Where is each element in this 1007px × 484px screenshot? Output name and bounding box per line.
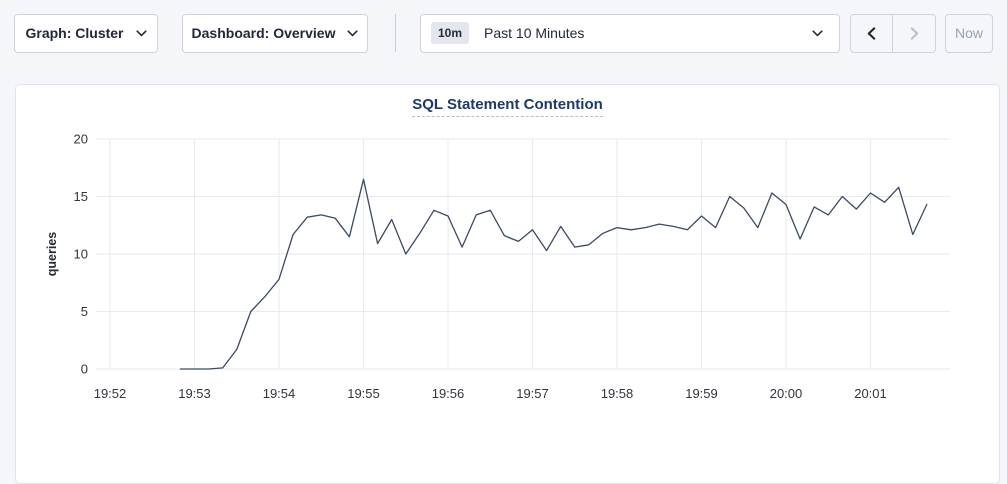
y-tick-label: 5 (81, 304, 88, 319)
time-range-selector[interactable]: 10m Past 10 Minutes (420, 13, 840, 53)
y-tick-label: 20 (74, 132, 88, 147)
x-tick-label: 20:00 (770, 386, 803, 401)
time-step-forward-button[interactable] (893, 15, 935, 52)
x-tick-label: 19:54 (263, 386, 296, 401)
chart-title-row: SQL Statement Contention (16, 96, 999, 117)
time-step-back-button[interactable] (851, 14, 893, 52)
x-tick-label: 19:56 (432, 386, 465, 401)
x-tick-label: 19:57 (516, 386, 549, 401)
y-tick-label: 0 (81, 362, 88, 377)
graph-dropdown[interactable]: Graph: Cluster (14, 13, 158, 53)
y-tick-label: 15 (74, 189, 88, 204)
chart-panel: SQL Statement Contention 0 5 10 15 20 19:52 19… (15, 84, 1000, 484)
chevron-right-icon (910, 26, 918, 40)
x-tick-label: 19:55 (347, 386, 380, 401)
dashboard-dropdown-label: Dashboard: Overview (191, 25, 336, 41)
chevron-down-icon (135, 29, 147, 36)
x-tick-label: 20:01 (854, 386, 887, 401)
chart-line (179, 178, 928, 370)
toolbar: Graph: Cluster Dashboard: Overview 10m P… (14, 13, 993, 53)
chevron-left-icon (867, 26, 876, 40)
chevron-down-icon (347, 29, 359, 36)
y-axis-label: queries (45, 232, 59, 277)
toolbar-divider (395, 14, 396, 52)
x-tick-label: 19:53 (178, 386, 211, 401)
x-tick-label: 19:52 (94, 386, 127, 401)
x-tick-label: 19:58 (601, 386, 634, 401)
now-button[interactable]: Now (945, 13, 993, 53)
time-step-button-group (850, 13, 936, 53)
graph-dropdown-label: Graph: Cluster (25, 25, 124, 41)
y-tick-label: 10 (74, 247, 88, 262)
chart-title[interactable]: SQL Statement Contention (412, 96, 603, 117)
dashboard-dropdown[interactable]: Dashboard: Overview (182, 13, 368, 53)
page: Graph: Cluster Dashboard: Overview 10m P… (14, 13, 1000, 484)
time-range-label: Past 10 Minutes (484, 25, 585, 41)
x-tick-label: 19:59 (685, 386, 718, 401)
time-range-badge: 10m (431, 22, 470, 44)
contention-chart-svg[interactable]: 0 5 10 15 20 19:52 19:53 19:54 19:55 19:56 19:57 19… (16, 85, 1001, 425)
chevron-down-icon (812, 29, 823, 36)
